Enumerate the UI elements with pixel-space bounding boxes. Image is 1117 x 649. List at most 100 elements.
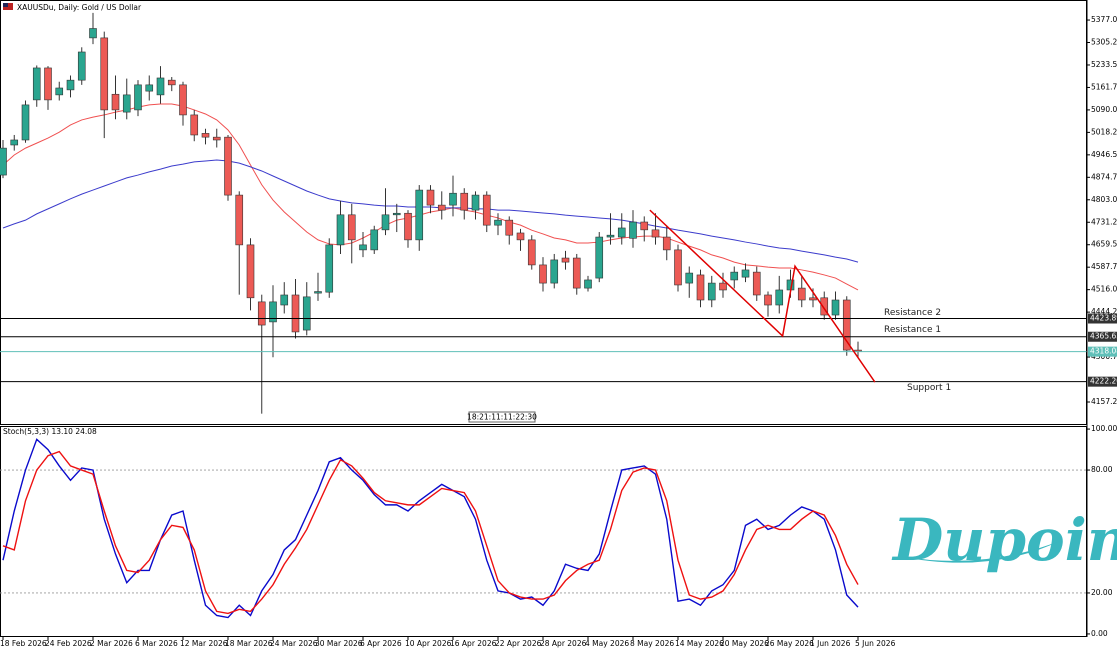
x-tick-label: 4 May 2026 [585,639,629,648]
candle-body [381,214,390,231]
candle-body [640,221,649,231]
candle-body [314,291,322,294]
candle-body [482,194,491,226]
candle-body [842,299,851,351]
level-name: Resistance 1 [884,325,941,335]
level-name: Support 1 [907,383,951,393]
candle-body [696,274,705,301]
candle-body [617,227,626,238]
candle-body [44,67,52,101]
candle-body [505,219,514,236]
candle-body [415,189,424,241]
candle-body [449,192,457,206]
candle-body [370,229,379,251]
candle-body [32,67,41,101]
price-tag [1088,313,1117,324]
price-tag-label: 4365.63 [1090,332,1117,341]
candle-body [572,257,581,289]
candle-body [122,94,131,113]
candle-body [269,301,277,323]
candle-body [584,279,592,289]
candle-body [10,139,19,146]
chart-title: XAUUSDu, Daily: Gold / US Dollar [17,3,142,12]
candle-body [685,272,694,284]
candle-body [55,87,64,96]
candle-body [550,259,559,284]
candle-body [494,219,502,226]
y-tick-label: 4946.50 [1091,150,1117,159]
candle-body [471,194,480,211]
y-tick-label: 100.00 [1091,424,1117,433]
y-tick-label: 20.00 [1091,588,1113,597]
candle-body [741,269,750,278]
candle-body [235,194,244,246]
y-tick-label: 80.00 [1091,465,1113,474]
candle-body [359,244,367,251]
candle-body [426,189,435,206]
x-tick-label: 5 Jun 2026 [855,639,896,648]
candle-body [730,271,739,281]
candle-body [662,236,671,251]
candle-body [145,84,154,92]
candle-body [820,297,829,316]
y-tick-label: 0.00 [1091,629,1108,638]
x-tick-label: 18 Mar 2026 [225,639,273,648]
candle-body [190,114,199,136]
x-tick-label: 2 Mar 2026 [90,639,133,648]
candle-body [0,147,7,176]
x-tick-label: 16 Apr 2026 [450,639,497,648]
candle-body [775,289,784,306]
y-tick-label: 4157.25 [1091,397,1117,406]
price-tag-label: 4318.08 [1090,347,1117,356]
candle-body [707,282,716,301]
candle-body [89,28,97,39]
candle-body [280,294,289,306]
candle-body [674,249,682,286]
price-tag [1088,331,1117,342]
candle-body [336,214,345,246]
crosshair-label: 18:21:11:11:22:30 [467,413,537,422]
candle-body [516,232,525,241]
candle-body [66,79,75,91]
y-tick-label: 5377.00 [1091,15,1117,24]
symbol-flag-corner [3,3,8,7]
y-tick-label: 4659.50 [1091,240,1117,249]
candle-body [246,244,255,299]
y-tick-label: 5018.25 [1091,127,1117,136]
candle-body [156,77,165,96]
crosshair-box [468,411,536,423]
x-tick-label: 1 Jun 2026 [810,639,851,648]
x-tick-label: 6 Mar 2026 [135,639,178,648]
candle-body [302,296,311,331]
y-tick-label: 4874.75 [1091,172,1117,181]
candle-body [291,294,300,333]
y-tick-label: 5305.25 [1091,38,1117,47]
indicator-title: Stoch(5,3,3) 13.10 24.08 [3,427,97,436]
watermark-swoosh [898,540,1062,563]
candle-body [595,236,604,279]
candle-body [347,214,356,241]
candle-body [437,204,446,211]
trendline [649,209,876,383]
y-tick-label: 4587.75 [1091,262,1117,271]
candle-body [719,282,727,291]
x-tick-label: 22 Apr 2026 [495,639,542,648]
candle-body [460,192,469,211]
y-tick-label: 5090.00 [1091,105,1117,114]
candle-body [651,229,660,238]
candle-body [100,37,109,111]
stoch-line [2,438,859,619]
x-tick-label: 28 Apr 2026 [540,639,587,648]
candle-body [606,234,615,238]
candle-body [201,133,210,138]
x-tick-label: 24 Mar 2026 [270,639,318,648]
price-tag [1088,346,1117,357]
price-tag-label: 4423.89 [1090,314,1117,323]
y-tick-label: 5233.50 [1091,60,1117,69]
candle-body [212,136,221,141]
candle-body [527,239,536,266]
candle-body [111,93,120,111]
candle-body [561,257,570,263]
stoch-line [2,450,859,615]
candle-body [134,84,142,111]
